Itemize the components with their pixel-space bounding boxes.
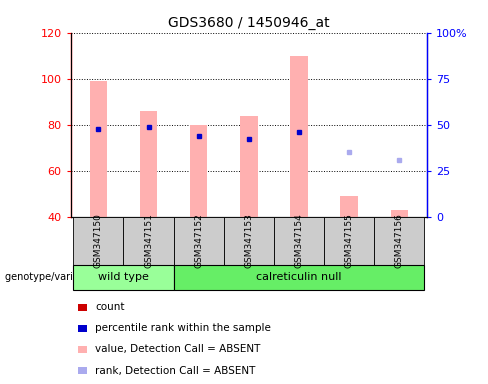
Bar [140, 111, 157, 217]
Bar [190, 125, 207, 217]
Bar [290, 56, 308, 217]
Text: count: count [95, 302, 124, 312]
Text: GSM347154: GSM347154 [295, 214, 304, 268]
Text: rank, Detection Call = ABSENT: rank, Detection Call = ABSENT [95, 366, 256, 376]
Text: percentile rank within the sample: percentile rank within the sample [95, 323, 271, 333]
Title: GDS3680 / 1450946_at: GDS3680 / 1450946_at [168, 16, 330, 30]
Bar [341, 196, 358, 217]
Text: GSM347153: GSM347153 [244, 214, 253, 268]
Bar [240, 116, 258, 217]
Text: wild type: wild type [98, 272, 149, 283]
Text: GSM347152: GSM347152 [194, 214, 203, 268]
Bar [90, 81, 107, 217]
Text: GSM347156: GSM347156 [395, 214, 404, 268]
Text: value, Detection Call = ABSENT: value, Detection Call = ABSENT [95, 344, 261, 354]
Bar [390, 210, 408, 217]
Text: GSM347151: GSM347151 [144, 214, 153, 268]
Text: GSM347150: GSM347150 [94, 214, 103, 268]
Text: GSM347155: GSM347155 [345, 214, 354, 268]
Text: calreticulin null: calreticulin null [256, 272, 342, 283]
Text: genotype/variation ▶: genotype/variation ▶ [5, 272, 108, 283]
